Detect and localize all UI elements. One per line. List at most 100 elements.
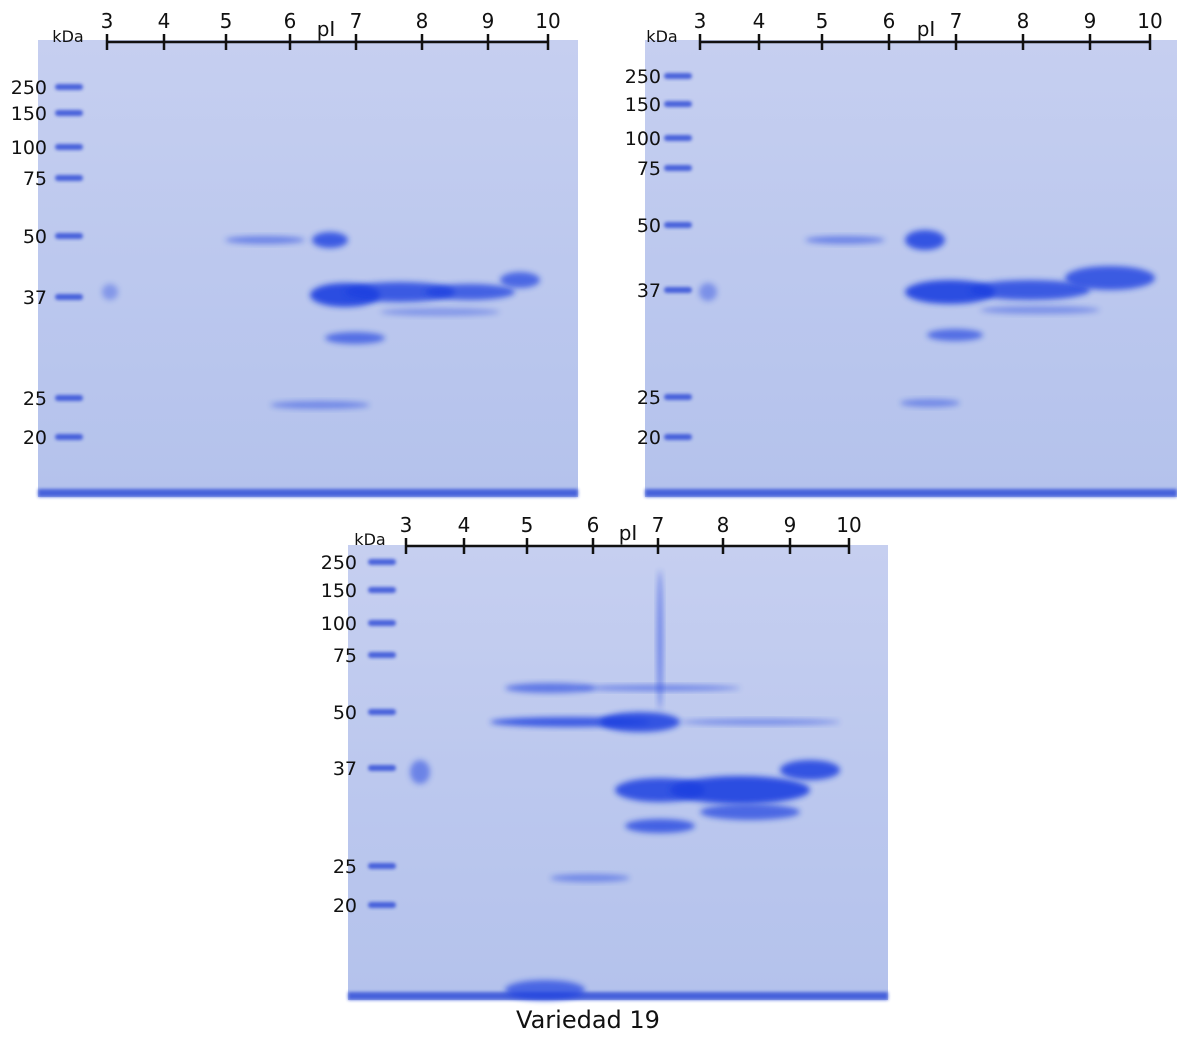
pi-tick-label: 7 [350, 9, 363, 33]
protein-spot [805, 236, 885, 244]
pi-tick-label: 9 [1084, 9, 1097, 33]
mw-label: 250 [321, 552, 357, 574]
caption: Variedad 19 [516, 1006, 660, 1034]
mw-label: 100 [625, 128, 661, 150]
protein-spot [270, 401, 370, 409]
protein-spot [325, 332, 385, 344]
pi-label: pI [917, 17, 936, 41]
mw-label: 75 [23, 168, 47, 190]
protein-spot [927, 329, 983, 341]
protein-spot [410, 760, 430, 784]
protein-spot [657, 570, 663, 710]
protein-spot [345, 282, 455, 302]
protein-spot [670, 776, 810, 804]
pi-tick-label: 4 [158, 9, 171, 33]
mw-label: 100 [11, 137, 47, 159]
mw-label: 20 [637, 427, 661, 449]
marker-band [664, 165, 692, 171]
pi-tick-label: 8 [1017, 9, 1030, 33]
gel-front [645, 489, 1177, 497]
marker-band [368, 620, 396, 626]
marker-band [664, 394, 692, 400]
protein-spot [312, 232, 348, 248]
protein-spot [900, 399, 960, 407]
protein-spot [905, 280, 995, 304]
pi-tick-label: 10 [1137, 9, 1162, 33]
mw-label: 150 [321, 580, 357, 602]
protein-spot [970, 280, 1090, 300]
pi-tick-label: 6 [284, 9, 297, 33]
marker-band [368, 709, 396, 715]
kda-label: kDa [354, 530, 385, 549]
protein-spot [700, 804, 800, 820]
pi-tick-label: 3 [400, 513, 413, 537]
pi-tick-label: 6 [587, 513, 600, 537]
marker-band [55, 233, 83, 239]
mw-label: 25 [23, 388, 47, 410]
pi-label: pI [317, 17, 336, 41]
protein-spot [1065, 266, 1155, 290]
gel-panel: 3 4 5 6 7 8 9 10 pI kDa 250 150 100 75 50 37 25 20 [625, 9, 1177, 497]
marker-band [55, 175, 83, 181]
pi-tick-label: 8 [717, 513, 730, 537]
pi-tick-label: 8 [416, 9, 429, 33]
protein-spot [550, 874, 630, 882]
pi-tick-label: 7 [950, 9, 963, 33]
protein-spot [680, 719, 840, 725]
marker-band [55, 395, 83, 401]
pi-tick-label: 5 [816, 9, 829, 33]
marker-band [55, 84, 83, 90]
mw-label: 150 [625, 94, 661, 116]
marker-band [664, 434, 692, 440]
mw-label: 100 [321, 613, 357, 635]
marker-band [55, 144, 83, 150]
gel-panel: 3 4 5 6 7 8 9 10 pI kDa 250 150 100 75 50 37 25 20 [321, 513, 888, 1000]
gel-front [38, 489, 578, 497]
pi-tick-label: 10 [535, 9, 560, 33]
protein-spot [780, 760, 840, 780]
protein-spot [699, 283, 717, 301]
mw-label: 20 [23, 427, 47, 449]
mw-label: 50 [333, 702, 357, 724]
protein-spot [500, 272, 540, 288]
marker-band [368, 863, 396, 869]
marker-band [368, 652, 396, 658]
pi-tick-label: 9 [482, 9, 495, 33]
protein-spot [505, 683, 595, 693]
marker-band [55, 110, 83, 116]
mw-label: 75 [333, 645, 357, 667]
marker-band [368, 587, 396, 593]
marker-band [368, 559, 396, 565]
protein-spot [225, 236, 305, 244]
pi-tick-label: 5 [220, 9, 233, 33]
marker-band [664, 135, 692, 141]
mw-label: 150 [11, 103, 47, 125]
marker-band [368, 902, 396, 908]
mw-label: 250 [11, 77, 47, 99]
protein-spot [625, 819, 695, 833]
marker-band [664, 222, 692, 228]
pi-tick-label: 3 [694, 9, 707, 33]
protein-spot [600, 712, 680, 732]
kda-label: kDa [52, 27, 83, 46]
marker-band [55, 294, 83, 300]
pi-tick-label: 10 [836, 513, 861, 537]
protein-spot [425, 284, 515, 300]
mw-label: 25 [637, 387, 661, 409]
pi-label: pI [619, 521, 638, 545]
protein-spot [980, 306, 1100, 314]
pi-tick-label: 5 [521, 513, 534, 537]
marker-band [664, 73, 692, 79]
mw-label: 37 [333, 758, 357, 780]
gel-front [348, 992, 888, 1000]
marker-band [664, 287, 692, 293]
pi-tick-label: 4 [753, 9, 766, 33]
kda-label: kDa [646, 27, 677, 46]
pi-tick-label: 6 [883, 9, 896, 33]
mw-label: 50 [637, 215, 661, 237]
marker-band [368, 765, 396, 771]
marker-band [55, 434, 83, 440]
gel-panel: 3 4 5 6 7 8 9 10 pI kDa 250 150 100 75 50 37 25 20 [11, 9, 578, 497]
